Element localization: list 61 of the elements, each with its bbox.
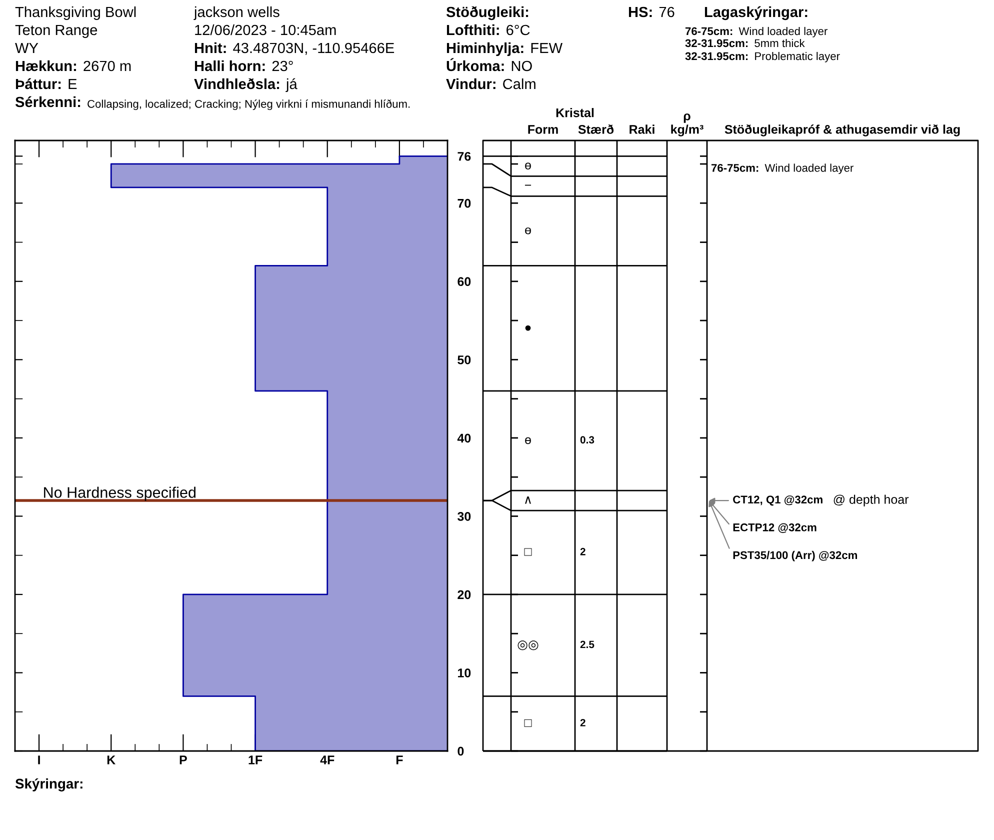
y-tick-label: 0: [458, 746, 464, 756]
y-tick-label: 40: [457, 434, 471, 443]
text: Vindur: Calm: [446, 78, 536, 90]
text: WY: [15, 42, 38, 53]
y-tick-label: 76: [458, 152, 471, 161]
text: PST35/100 (Arr) @32cm: [733, 550, 858, 562]
text: 2: [580, 719, 586, 726]
y-tick-label: 60: [458, 277, 471, 286]
y-tick-label: 30: [458, 512, 471, 521]
text: 2: [580, 548, 586, 556]
text: ∧: [525, 496, 531, 504]
text: Hækkun: 2670 m: [16, 60, 131, 72]
y-tick-label: 10: [458, 668, 471, 678]
text: CT12, Q1 @32cm @ depth hoar: [733, 494, 909, 506]
y-tick-label: 20: [458, 590, 471, 600]
y-tick-label: 50: [458, 355, 471, 364]
text: 76-75cm: Wind loaded layer: [685, 26, 828, 38]
text: Kristal: [556, 108, 594, 118]
text: jackson wells: [194, 6, 280, 20]
text: 32-31.95cm: 5mm thick: [685, 38, 805, 48]
text: Skýringar:: [15, 778, 82, 792]
category-label: ρ kg/m³: [671, 113, 704, 136]
text: Vindhleðsla: já: [194, 78, 298, 92]
text: 0.3: [580, 436, 594, 444]
text: Þáttur: E: [16, 78, 77, 90]
text: ө: [525, 437, 531, 444]
text: Himinhylja: FEW: [446, 42, 562, 56]
text: Sérkenni: Collapsing, localized; Cracking; Nýleg virkni í mismunandi hlíðum.: [15, 96, 410, 110]
text: 32-31.95cm: Problematic layer: [685, 52, 840, 62]
x-tick-label: I: [38, 756, 40, 764]
text: −: [524, 184, 532, 186]
text: Lagaskýringar:: [704, 6, 808, 20]
x-tick-label: 1F: [248, 756, 262, 764]
x-tick-label: P: [180, 756, 187, 764]
text: Stöðugleiki:: [446, 6, 528, 20]
text: Lofthiti: 6°C: [446, 24, 530, 36]
text: ө: [525, 227, 531, 234]
text: Úrkoma: NO: [446, 58, 532, 72]
text: 2.5: [580, 640, 594, 648]
text: ө: [525, 162, 531, 170]
x-tick-label: F: [396, 756, 403, 764]
text: Thanksgiving Bowl: [15, 6, 136, 20]
text: ECTP12 @32cm: [733, 523, 816, 533]
text: Hnit: 43.48703N, -110.95466E: [194, 42, 394, 55]
y-tick-label: 70: [458, 198, 471, 208]
x-tick-label: K: [107, 756, 116, 764]
text: HS:76: [628, 6, 674, 18]
text: ◎◎: [518, 640, 538, 650]
text: 12/06/2023 - 10:45am: [195, 24, 336, 36]
text: □: [524, 719, 532, 727]
ref-line-label: No Hardness specified: [44, 486, 196, 501]
text: 76-75cm: Wind loaded layer: [711, 164, 854, 174]
text: ●: [525, 325, 531, 331]
text: Halli horn: 23°: [194, 60, 293, 72]
category-label: Raki: [630, 124, 654, 134]
category-label: Form: [528, 125, 558, 134]
text: Teton Range: [15, 24, 98, 38]
category-label: Stærð: [578, 124, 614, 134]
category-label: Stöðugleikapróf & athugasemdir við lag: [724, 124, 960, 136]
x-tick-label: 4F: [320, 756, 334, 764]
text: □: [524, 548, 532, 556]
